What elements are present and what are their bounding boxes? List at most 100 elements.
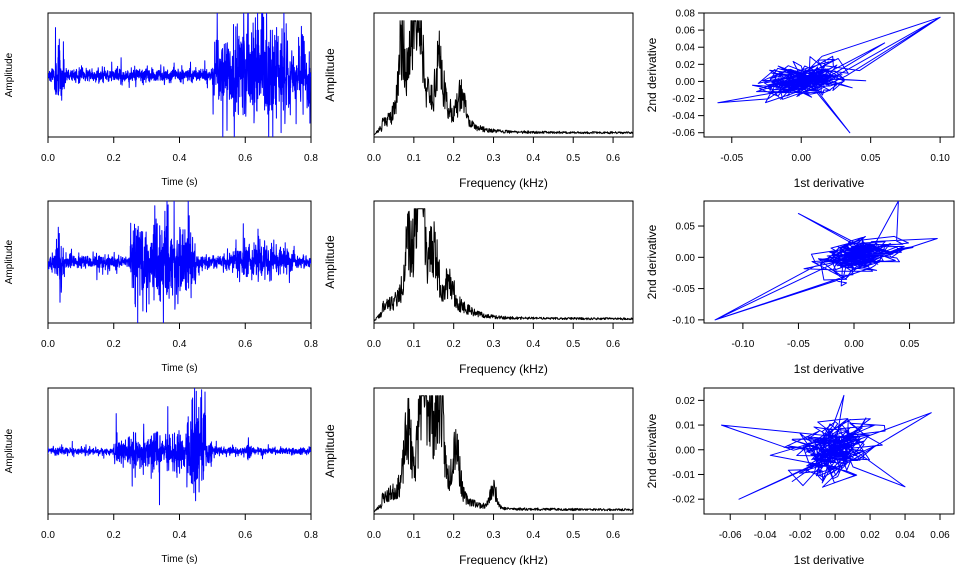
y-axis-label: 2nd derivative [645, 413, 659, 488]
x-tick-label: 0.5 [566, 339, 580, 350]
x-tick-label: 0.6 [606, 530, 620, 541]
x-tick-label: 0.4 [173, 339, 187, 350]
x-tick-label: 0.4 [173, 153, 187, 164]
x-tick-label: 0.1 [407, 339, 421, 350]
y-tick-label: -0.06 [672, 128, 695, 139]
y-axis-label: Amplitude [4, 52, 15, 97]
x-tick-label: -0.04 [754, 530, 777, 541]
x-tick-label: 0.04 [895, 530, 915, 541]
x-axis-label: 1st derivative [794, 553, 865, 565]
y-tick-label: -0.05 [672, 284, 695, 295]
x-tick-label: 0.2 [447, 339, 461, 350]
x-tick-label: 0.6 [238, 530, 252, 541]
x-tick-label: 0.4 [526, 339, 540, 350]
x-tick-label: 0.6 [238, 339, 252, 350]
x-tick-label: -0.10 [731, 339, 754, 350]
series-line [374, 20, 633, 136]
panel-phase-row2: -0.10 -0.05 0.00 0.05 -0.10 -0.05 0.00 0.05 1st … [645, 200, 955, 376]
plot-frame [373, 12, 634, 138]
y-axis-label: 2nd derivative [645, 37, 659, 112]
series-line [48, 201, 311, 323]
panel-waveform-row1: 0.0 0.2 0.4 0.6 0.8 Time (s) Amplitude [4, 12, 318, 188]
panel-spectrum-row3: 0.0 0.1 0.2 0.3 0.4 0.5 0.6 Frequency (kHz) Ampl… [323, 387, 634, 565]
y-tick-label: 0.06 [676, 26, 696, 37]
y-tick-label: 0.00 [676, 77, 696, 88]
plot-frame [703, 387, 955, 515]
x-tick-label: 0.3 [487, 530, 501, 541]
x-tick-label: 0.4 [526, 153, 540, 164]
panel-spectrum-row2: 0.0 0.1 0.2 0.3 0.4 0.5 0.6 Frequency (kHz) Ampl… [323, 200, 634, 376]
x-tick-label: 0.5 [566, 153, 580, 164]
x-tick-label: 0.8 [304, 339, 318, 350]
y-tick-label: 0.02 [676, 396, 696, 407]
x-tick-label: 0.05 [861, 153, 881, 164]
x-tick-label: 0.4 [173, 530, 187, 541]
x-tick-label: 0.0 [41, 153, 55, 164]
y-axis-label: Amplitude [4, 239, 15, 284]
x-tick-label: 0.1 [407, 153, 421, 164]
y-tick-label: 0.08 [676, 9, 696, 20]
x-tick-label: 0.4 [526, 530, 540, 541]
x-tick-label: 0.2 [447, 530, 461, 541]
x-axis-label: 1st derivative [794, 362, 865, 376]
y-tick-label: 0.01 [676, 421, 696, 432]
plot-frame [703, 12, 955, 138]
panel-waveform-row2: 0.0 0.2 0.4 0.6 0.8 Time (s) Amplitude [4, 200, 318, 374]
series-line [721, 394, 932, 500]
x-tick-label: 0.02 [860, 530, 880, 541]
y-tick-label: 0.00 [676, 253, 696, 264]
x-axis-label: Frequency (kHz) [459, 176, 548, 190]
x-tick-label: 0.3 [487, 339, 501, 350]
series-line [48, 388, 311, 506]
x-tick-label: 0.00 [791, 153, 811, 164]
y-tick-label: -0.02 [672, 495, 695, 506]
y-tick-label: 0.00 [676, 445, 696, 456]
x-tick-label: 0.2 [447, 153, 461, 164]
x-tick-label: -0.06 [719, 530, 742, 541]
x-tick-label: 0.0 [41, 339, 55, 350]
plot-frame [703, 200, 955, 324]
x-tick-label: -0.05 [787, 339, 810, 350]
x-tick-label: 0.10 [930, 153, 950, 164]
y-axis-label: Amplitude [4, 428, 15, 473]
x-axis-label: Time (s) [161, 554, 197, 565]
y-axis-label: Amplitude [323, 48, 337, 102]
x-tick-label: 0.5 [566, 530, 580, 541]
y-tick-label: 0.04 [676, 43, 696, 54]
y-tick-label: -0.02 [672, 94, 695, 105]
x-tick-label: -0.05 [720, 153, 743, 164]
y-tick-label: -0.04 [672, 111, 695, 122]
x-tick-label: 0.8 [304, 153, 318, 164]
y-tick-label: -0.01 [672, 470, 695, 481]
series-line [48, 13, 311, 137]
x-tick-label: 0.05 [900, 339, 920, 350]
series-line [717, 16, 941, 134]
x-tick-label: 0.8 [304, 530, 318, 541]
y-tick-label: 0.05 [676, 222, 696, 233]
series-line [374, 208, 633, 322]
x-tick-label: 0.1 [407, 530, 421, 541]
x-tick-label: 0.00 [825, 530, 845, 541]
x-tick-label: 0.0 [41, 530, 55, 541]
x-tick-label: 0.6 [238, 153, 252, 164]
series-line [714, 201, 938, 321]
x-tick-label: 0.0 [367, 530, 381, 541]
x-tick-label: 0.3 [487, 153, 501, 164]
x-tick-label: 0.6 [606, 153, 620, 164]
panel-phase-row3: -0.06 -0.04 -0.02 0.00 0.02 0.04 0.06 -0.02 -0.0… [645, 387, 955, 565]
x-tick-label: 0.6 [606, 339, 620, 350]
plot-frame [373, 200, 634, 324]
x-tick-label: 0.2 [107, 530, 121, 541]
panel-waveform-row3: 0.0 0.2 0.4 0.6 0.8 Time (s) Amplitude [4, 387, 318, 565]
x-tick-label: -0.02 [789, 530, 812, 541]
x-tick-label: 0.0 [367, 339, 381, 350]
x-axis-label: Time (s) [161, 363, 197, 374]
x-axis-label: Frequency (kHz) [459, 553, 548, 565]
x-axis-label: Frequency (kHz) [459, 362, 548, 376]
panel-spectrum-row1: 0.0 0.1 0.2 0.3 0.4 0.5 0.6 Frequency (kHz) Ampl… [323, 12, 634, 190]
x-tick-label: 0.06 [930, 530, 950, 541]
y-axis-label: Amplitude [323, 424, 337, 478]
y-tick-label: -0.10 [672, 315, 695, 326]
panel-phase-row1: -0.05 0.00 0.05 0.10 -0.06 -0.04 -0.02 0.00 0.02… [645, 9, 955, 190]
